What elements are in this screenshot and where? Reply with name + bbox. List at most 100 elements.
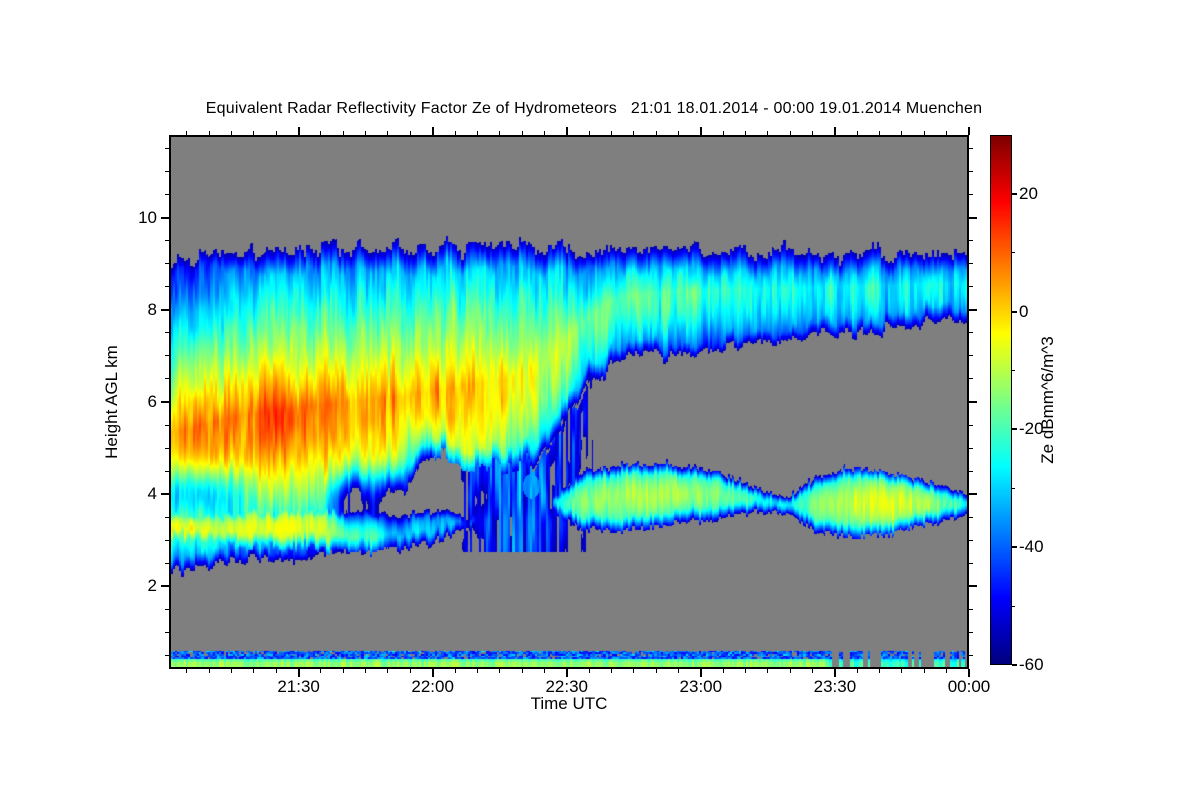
- x-tick-label: 00:00: [947, 677, 991, 696]
- x-minor-tick: [387, 669, 389, 673]
- colorbar-canvas: [991, 136, 1011, 664]
- y-minor-tick: [165, 378, 169, 380]
- x-minor-tick-top: [320, 131, 322, 135]
- x-minor-tick-top: [677, 131, 679, 135]
- y-major-tick-right: [969, 216, 977, 219]
- y-minor-tick: [165, 562, 169, 564]
- x-minor-tick-top: [767, 131, 769, 135]
- x-minor-tick-top: [409, 131, 411, 135]
- x-minor-tick: [722, 669, 724, 673]
- colorbar-label: Ze dBmm^6/m^3: [1038, 336, 1057, 464]
- y-minor-tick-right: [969, 286, 973, 288]
- x-minor-tick-top: [454, 131, 456, 135]
- colorbar-minor-tick: [1012, 605, 1015, 607]
- x-tick-label: 23:30: [813, 677, 857, 696]
- x-major-tick-top: [431, 127, 434, 135]
- y-major-tick-right: [969, 308, 977, 311]
- y-minor-tick: [165, 332, 169, 334]
- colorbar-major-tick: [1012, 428, 1017, 431]
- y-minor-tick: [165, 171, 169, 173]
- y-minor-tick: [165, 424, 169, 426]
- y-minor-tick-right: [969, 171, 973, 173]
- x-minor-tick-top: [275, 131, 277, 135]
- y-major-tick: [161, 308, 169, 311]
- x-minor-tick: [588, 669, 590, 673]
- y-minor-tick-right: [969, 470, 973, 472]
- colorbar-major-tick: [1012, 310, 1017, 313]
- x-tick-label: 21:30: [277, 677, 320, 696]
- colorbar-tick-label: 0: [1019, 301, 1029, 321]
- y-minor-tick-right: [969, 516, 973, 518]
- colorbar-tick-label: -40: [1019, 537, 1044, 557]
- y-minor-tick: [165, 263, 169, 265]
- x-major-tick: [699, 669, 702, 677]
- colorbar-minor-tick: [1012, 252, 1015, 254]
- x-minor-tick-top: [812, 131, 814, 135]
- y-minor-tick-right: [969, 355, 973, 357]
- x-minor-tick: [610, 669, 612, 673]
- x-minor-tick-top: [633, 131, 635, 135]
- y-minor-tick: [165, 286, 169, 288]
- y-minor-tick: [165, 194, 169, 196]
- y-minor-tick-right: [969, 194, 973, 196]
- y-tick-label: 6: [147, 392, 157, 411]
- colorbar-tick-label: -60: [1019, 655, 1044, 674]
- x-minor-tick-top: [231, 131, 233, 135]
- x-minor-tick: [543, 669, 545, 673]
- y-minor-tick: [165, 148, 169, 150]
- y-minor-tick-right: [969, 332, 973, 334]
- heatmap-canvas: [171, 137, 967, 667]
- x-minor-tick: [186, 669, 188, 673]
- x-minor-tick-top: [208, 131, 210, 135]
- x-minor-tick: [879, 669, 881, 673]
- x-minor-tick-top: [901, 131, 903, 135]
- x-axis-label: Time UTC: [530, 694, 608, 713]
- colorbar-tick-label: -20: [1019, 419, 1044, 439]
- x-minor-tick: [342, 669, 344, 673]
- x-minor-tick-top: [521, 131, 523, 135]
- x-minor-tick-top: [365, 131, 367, 135]
- y-major-tick: [161, 493, 169, 496]
- x-minor-tick: [454, 669, 456, 673]
- y-minor-tick-right: [969, 447, 973, 449]
- y-minor-tick-right: [969, 562, 973, 564]
- y-minor-tick-right: [969, 631, 973, 633]
- y-minor-tick-right: [969, 539, 973, 541]
- x-minor-tick: [275, 669, 277, 673]
- x-tick-label: 23:00: [679, 677, 723, 696]
- y-major-tick: [161, 216, 169, 219]
- x-minor-tick: [767, 669, 769, 673]
- x-major-tick: [565, 669, 568, 677]
- y-minor-tick: [165, 447, 169, 449]
- x-minor-tick-top: [186, 131, 188, 135]
- x-major-tick-top: [699, 127, 702, 135]
- y-major-tick-right: [969, 585, 977, 588]
- x-minor-tick-top: [387, 131, 389, 135]
- y-tick-label: 10: [138, 207, 157, 227]
- x-minor-tick: [521, 669, 523, 673]
- x-minor-tick: [320, 669, 322, 673]
- x-minor-tick: [745, 669, 747, 673]
- chart-title: Equivalent Radar Reflectivity Factor Ze …: [205, 100, 983, 117]
- x-tick-label: 22:00: [411, 677, 454, 696]
- x-minor-tick-top: [856, 131, 858, 135]
- x-minor-tick: [409, 669, 411, 673]
- y-minor-tick-right: [969, 240, 973, 242]
- x-minor-tick-top: [879, 131, 881, 135]
- x-minor-tick-top: [923, 131, 925, 135]
- x-minor-tick: [812, 669, 814, 673]
- x-minor-tick: [677, 669, 679, 673]
- x-minor-tick: [789, 669, 791, 673]
- colorbar-minor-tick: [1012, 487, 1015, 489]
- colorbar-major-tick: [1012, 664, 1017, 666]
- x-minor-tick: [901, 669, 903, 673]
- x-minor-tick: [946, 669, 948, 673]
- y-major-tick-right: [969, 401, 977, 403]
- x-minor-tick: [231, 669, 233, 673]
- y-tick-label: 4: [147, 484, 157, 504]
- y-minor-tick-right: [969, 148, 973, 150]
- x-major-tick: [431, 669, 434, 677]
- x-major-tick-top: [833, 127, 836, 135]
- colorbar-major-tick: [1012, 546, 1017, 549]
